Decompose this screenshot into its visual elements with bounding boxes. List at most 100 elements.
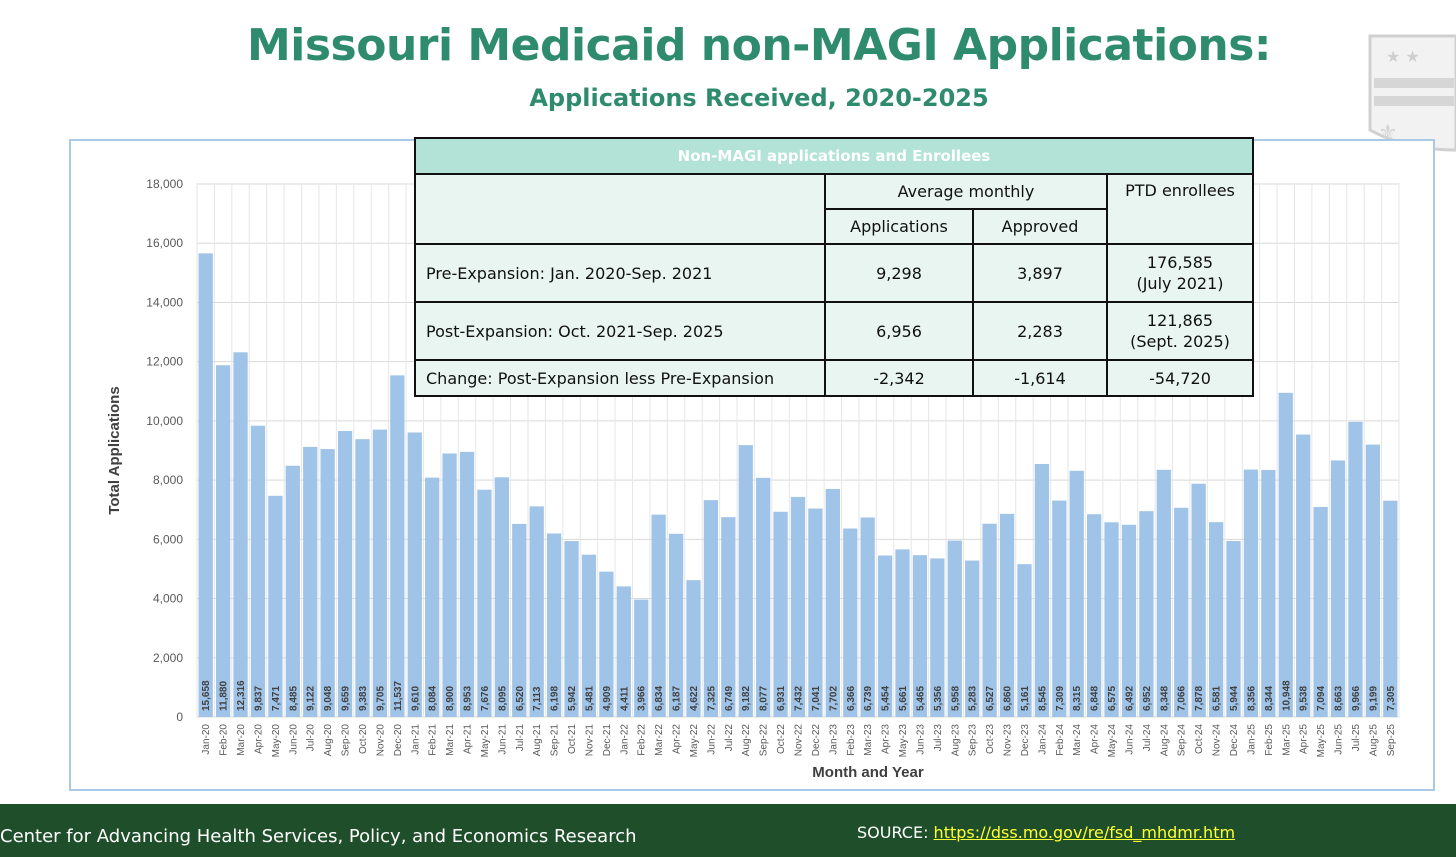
x-tick-label: Oct-23 (985, 724, 996, 754)
row-applications: 6,956 (825, 302, 973, 360)
x-tick-label: Feb-22 (637, 724, 648, 756)
bar (1366, 445, 1380, 717)
bar-value-label: 5,661 (898, 686, 909, 711)
x-tick-label: Jun-25 (1334, 724, 1345, 755)
bar (408, 432, 422, 717)
bar-value-label: 6,527 (985, 686, 996, 711)
bar-value-label: 8,348 (1159, 686, 1170, 711)
bar-value-label: 7,094 (1316, 686, 1327, 711)
page-title: Missouri Medicaid non-MAGI Applications: (0, 20, 1456, 71)
table-caption: Non-MAGI applications and Enrollees (415, 138, 1253, 174)
x-tick-label: Mar-23 (863, 724, 874, 756)
x-tick-label: Mar-20 (236, 724, 247, 756)
bar (1174, 508, 1188, 717)
bar-value-label: 6,198 (550, 686, 561, 711)
bar-value-label: 5,283 (968, 686, 979, 711)
svg-text:★ ★: ★ ★ (1386, 47, 1420, 66)
bar (826, 489, 840, 717)
bar-value-label: 5,356 (933, 686, 944, 711)
bar (791, 497, 805, 717)
y-tick-label: 2,000 (153, 651, 183, 665)
bar-value-label: 7,309 (1055, 686, 1066, 711)
footer-bar: Center for Advancing Health Services, Po… (0, 804, 1456, 857)
x-tick-label: Apr-21 (463, 724, 474, 754)
x-tick-label: Oct-20 (358, 724, 369, 754)
bar-value-label: 6,848 (1090, 686, 1101, 711)
bar-value-label: 9,383 (358, 686, 369, 711)
bar-value-label: 4,909 (602, 686, 613, 711)
x-tick-label: Jul-25 (1351, 724, 1362, 752)
ptd-date: (July 2021) (1136, 274, 1223, 293)
x-tick-label: Apr-22 (672, 724, 683, 754)
bar (1244, 470, 1258, 717)
bar-value-label: 6,952 (1142, 686, 1153, 711)
bar-value-label: 9,705 (375, 686, 386, 711)
bar (199, 253, 213, 717)
x-tick-label: May-25 (1316, 724, 1327, 758)
x-tick-label: Sep-20 (341, 724, 352, 757)
bar-value-label: 3,966 (637, 686, 648, 711)
row-label: Post-Expansion: Oct. 2021-Sep. 2025 (415, 302, 825, 360)
bar-value-label: 7,702 (828, 686, 839, 711)
row-approved: 3,897 (973, 244, 1107, 302)
bar-value-label: 6,575 (1107, 686, 1118, 711)
x-tick-label: Aug-22 (741, 724, 752, 757)
bar (373, 430, 387, 717)
x-tick-label: Nov-22 (794, 724, 805, 757)
bar (425, 478, 439, 717)
x-tick-label: Jun-23 (915, 724, 926, 755)
bar-value-label: 5,942 (567, 686, 578, 711)
x-tick-label: Jan-21 (410, 724, 421, 755)
row-ptd: -54,720 (1107, 360, 1253, 396)
x-tick-label: Mar-21 (445, 724, 456, 756)
bar-value-label: 9,122 (306, 686, 317, 711)
x-tick-label: Oct-22 (776, 724, 787, 754)
y-tick-label: 0 (176, 710, 183, 724)
x-tick-label: May-23 (898, 724, 909, 758)
x-tick-label: Jan-22 (619, 724, 630, 755)
x-tick-label: Sep-25 (1386, 724, 1397, 757)
row-label: Pre-Expansion: Jan. 2020-Sep. 2021 (415, 244, 825, 302)
x-tick-label: Sep-22 (759, 724, 770, 757)
bar-value-label: 5,481 (584, 686, 595, 711)
x-tick-label: Jul-24 (1142, 724, 1153, 752)
source-link[interactable]: https://dss.mo.gov/re/fsd_mhdmr.htm (934, 823, 1236, 842)
ptd-value: 121,865 (1147, 311, 1213, 330)
bar-value-label: 9,610 (410, 686, 421, 711)
bar-value-label: 8,315 (1072, 686, 1083, 711)
row-ptd: 121,865 (Sept. 2025) (1107, 302, 1253, 360)
y-tick-label: 18,000 (146, 177, 183, 191)
x-tick-label: May-22 (689, 724, 700, 758)
table-row: Change: Post-Expansion less Pre-Expansio… (415, 360, 1253, 396)
bar-value-label: 9,538 (1299, 686, 1310, 711)
bar (739, 445, 753, 717)
bar (216, 365, 230, 717)
table-corner-cell (415, 174, 825, 244)
bar (1348, 422, 1362, 717)
x-tick-label: Jun-21 (497, 724, 508, 755)
x-tick-label: Aug-21 (532, 724, 543, 757)
bar (477, 490, 491, 717)
x-tick-label: Oct-24 (1194, 724, 1205, 754)
bar-value-label: 5,958 (950, 686, 961, 711)
y-tick-label: 16,000 (146, 236, 183, 250)
x-tick-label: Jan-25 (1246, 724, 1257, 755)
bar-value-label: 9,048 (323, 686, 334, 711)
bar (495, 477, 509, 717)
bar-value-label: 6,366 (846, 686, 857, 711)
x-tick-label: Nov-24 (1212, 724, 1223, 757)
bar-value-label: 7,113 (532, 686, 543, 711)
bar (442, 453, 456, 717)
bar-value-label: 7,305 (1386, 686, 1397, 711)
bar (338, 431, 352, 717)
bar (756, 478, 770, 717)
bar (1331, 460, 1345, 717)
bar-value-label: 8,485 (288, 686, 299, 711)
page-subtitle: Applications Received, 2020-2025 (0, 84, 1456, 112)
x-tick-label: Nov-21 (584, 724, 595, 757)
bar-value-label: 6,520 (515, 686, 526, 711)
bar-value-label: 9,837 (253, 686, 264, 711)
footer-source: SOURCE: https://dss.mo.gov/re/fsd_mhdmr.… (857, 823, 1235, 842)
bar-value-label: 7,471 (271, 686, 282, 711)
bar-value-label: 6,860 (1003, 686, 1014, 711)
